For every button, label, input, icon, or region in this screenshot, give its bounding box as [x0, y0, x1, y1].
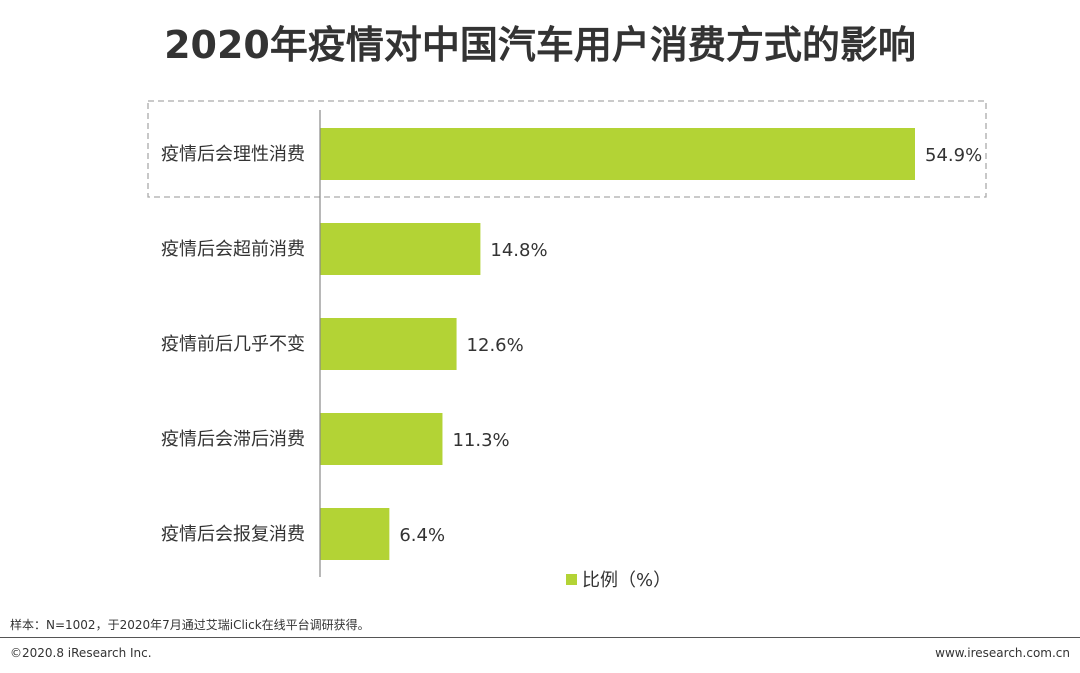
category-label-4: 疫情后会报复消费: [161, 524, 305, 545]
copyright-text: ©2020.8 iResearch Inc.: [10, 646, 152, 660]
website-link[interactable]: www.iresearch.com.cn: [935, 646, 1070, 660]
category-label-0: 疫情后会理性消费: [161, 144, 305, 165]
chart-title: 2020年疫情对中国汽车用户消费方式的影响: [164, 23, 916, 67]
highlight-box: [147, 100, 987, 198]
category-label-3: 疫情后会滞后消费: [161, 429, 305, 450]
value-label-1: 14.8%: [490, 240, 547, 261]
bar-4: [320, 508, 390, 560]
value-label-0: 54.9%: [925, 145, 982, 166]
legend-swatch: [566, 574, 577, 585]
category-label-1: 疫情后会超前消费: [161, 239, 305, 260]
value-label-2: 12.6%: [467, 335, 524, 356]
bar-3: [320, 413, 443, 465]
legend-label: 比例（%）: [582, 570, 671, 591]
bar-0: [320, 128, 915, 180]
footer-divider: [0, 637, 1080, 638]
value-label-3: 11.3%: [452, 430, 509, 451]
bar-1: [320, 223, 481, 275]
bar-2: [320, 318, 457, 370]
category-label-2: 疫情前后几乎不变: [161, 334, 305, 355]
sample-footnote: 样本：N=1002，于2020年7月通过艾瑞iClick在线平台调研获得。: [10, 618, 370, 632]
bar-chart: 疫情后会理性消费 54.9% 疫情后会超前消费 14.8% 疫情前后几乎不变 12.6% 疫…: [147, 100, 987, 591]
value-label-4: 6.4%: [399, 525, 445, 546]
